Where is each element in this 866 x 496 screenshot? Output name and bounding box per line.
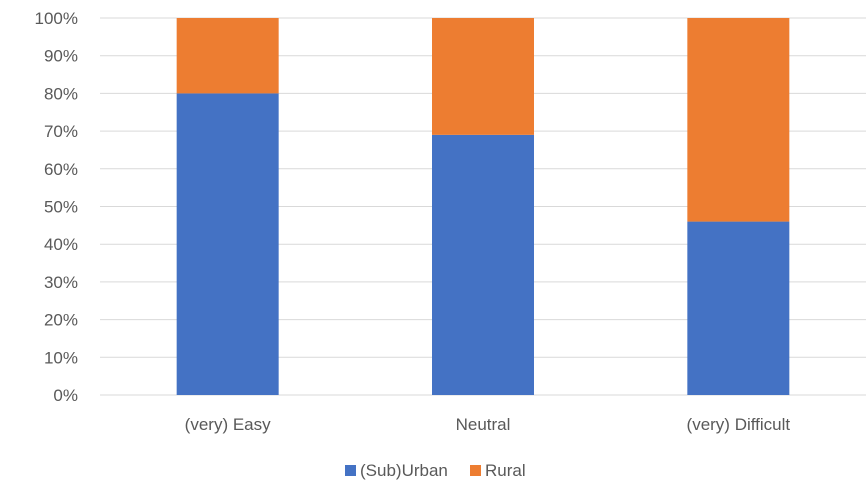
x-category-label: (very) Easy — [185, 415, 271, 434]
y-tick-label: 60% — [44, 160, 78, 179]
y-tick-label: 10% — [44, 348, 78, 367]
bar-segment — [176, 93, 279, 396]
y-tick-label: 80% — [44, 84, 78, 103]
y-tick-label: 0% — [53, 386, 78, 405]
x-axis-categories: (very) Easy Neutral (very) Difficult — [185, 415, 791, 434]
bars — [176, 18, 790, 396]
x-category-label: (very) Difficult — [687, 415, 791, 434]
bar-segment — [176, 18, 279, 94]
y-tick-label: 40% — [44, 235, 78, 254]
bar-segment — [432, 134, 534, 395]
bar-segment — [687, 221, 790, 395]
y-tick-label: 90% — [44, 47, 78, 66]
y-axis-ticks: 0% 10% 20% 30% 40% 50% 60% 70% 80% 90% 100% — [35, 9, 78, 405]
y-tick-label: 100% — [35, 9, 78, 28]
x-category-label: Neutral — [456, 415, 511, 434]
legend-swatch — [345, 465, 356, 476]
legend-label: Rural — [485, 461, 526, 480]
bar-segment — [687, 18, 790, 222]
y-tick-label: 70% — [44, 122, 78, 141]
y-tick-label: 30% — [44, 273, 78, 292]
bar-segment — [432, 18, 534, 135]
y-tick-label: 50% — [44, 198, 78, 217]
legend-label: (Sub)Urban — [360, 461, 448, 480]
legend: (Sub)Urban Rural — [345, 461, 526, 480]
legend-swatch — [470, 465, 481, 476]
y-tick-label: 20% — [44, 311, 78, 330]
